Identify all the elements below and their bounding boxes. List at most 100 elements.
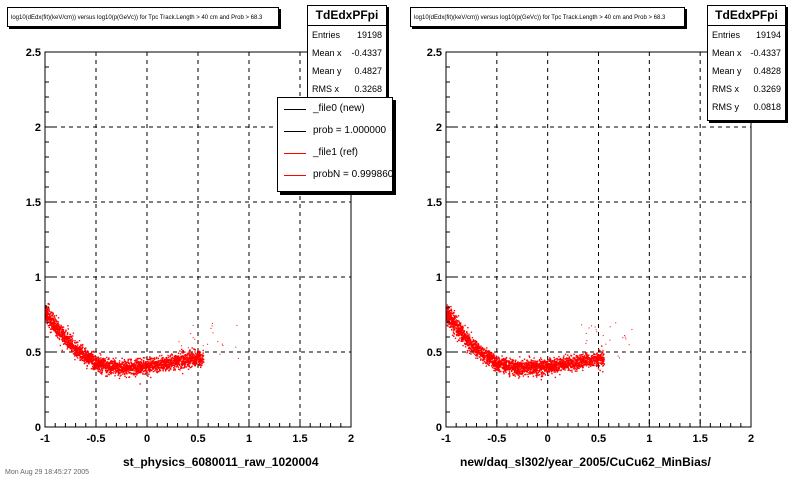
scatter-point <box>496 368 498 370</box>
scatter-point <box>92 363 95 366</box>
scatter-point <box>495 357 497 360</box>
scatter-point <box>166 364 169 366</box>
scatter-point <box>67 342 69 344</box>
scatter-point <box>597 358 599 360</box>
scatter-point <box>574 363 577 365</box>
scatter-point <box>533 371 535 373</box>
scatter-point <box>94 363 96 365</box>
scatter-point <box>532 368 535 370</box>
scatter-point <box>586 353 588 356</box>
scatter-point <box>503 373 505 375</box>
scatter-point <box>450 308 452 310</box>
scatter-point <box>455 321 458 323</box>
scatter-point <box>182 360 184 362</box>
scatter-point <box>566 365 568 367</box>
scatter-point <box>460 329 462 332</box>
scatter-point <box>529 361 531 363</box>
scatter-point <box>575 368 577 370</box>
scatter-point <box>126 365 129 368</box>
scatter-point <box>76 352 78 354</box>
scatter-point <box>174 369 177 371</box>
scatter-point <box>484 350 487 352</box>
scatter-point <box>150 362 153 364</box>
scatter-point <box>602 350 604 352</box>
scatter-point <box>464 336 466 338</box>
scatter-point <box>562 367 564 369</box>
scatter-point <box>163 359 166 361</box>
scatter-point <box>577 357 579 359</box>
scatter-point <box>54 327 56 329</box>
scatter-point <box>512 367 515 370</box>
scatter-point <box>137 371 139 374</box>
scatter-point <box>497 368 499 370</box>
scatter-point <box>149 361 151 363</box>
scatter-point <box>461 328 463 330</box>
scatter-point <box>190 333 192 335</box>
scatter-point <box>527 360 529 362</box>
scatter-point <box>113 362 115 365</box>
scatter-point <box>500 360 503 362</box>
scatter-point <box>176 358 179 361</box>
scatter-point <box>118 371 120 373</box>
scatter-point <box>46 316 49 319</box>
scatter-point <box>103 360 105 363</box>
scatter-point <box>164 363 166 365</box>
scatter-point <box>71 343 73 346</box>
scatter-point <box>587 358 589 360</box>
scatter-point <box>513 365 515 367</box>
scatter-point <box>132 369 134 371</box>
scatter-point <box>174 359 177 361</box>
scatter-point <box>79 351 81 354</box>
scatter-point <box>146 370 148 372</box>
scatter-point <box>113 368 115 371</box>
scatter-point <box>66 343 69 345</box>
scatter-point <box>579 366 581 368</box>
scatter-point <box>162 370 164 372</box>
scatter-point <box>479 354 482 357</box>
scatter-point <box>50 328 53 330</box>
scatter-point <box>582 367 584 369</box>
scatter-point <box>79 359 82 361</box>
scatter-point <box>152 359 154 362</box>
scatter-point <box>160 365 163 368</box>
scatter-point <box>87 358 90 360</box>
scatter-point <box>183 360 185 363</box>
scatter-point <box>523 370 525 372</box>
scatter-point <box>459 325 461 327</box>
scatter-point <box>133 365 135 367</box>
scatter-point <box>62 326 65 328</box>
scatter-point <box>519 370 521 372</box>
scatter-point <box>156 370 158 373</box>
scatter-point <box>112 367 114 370</box>
scatter-point <box>536 373 538 376</box>
scatter-point <box>453 319 455 322</box>
scatter-point <box>69 335 71 338</box>
scatter-point <box>153 365 155 368</box>
scatter-point <box>55 328 57 330</box>
scatter-point <box>107 368 110 370</box>
scatter-point <box>450 315 453 317</box>
scatter-point <box>161 366 163 369</box>
scatter-point <box>201 355 204 358</box>
y-tick-label: 1.5 <box>26 197 41 209</box>
scatter-point <box>183 362 186 364</box>
scatter-point <box>46 308 48 311</box>
scatter-point <box>168 366 171 368</box>
scatter-point <box>195 358 197 361</box>
scatter-point <box>195 357 197 359</box>
scatter-point <box>83 351 85 353</box>
scatter-point <box>66 345 69 347</box>
scatter-point <box>74 341 76 344</box>
scatter-point <box>80 345 82 347</box>
scatter-point <box>486 363 489 365</box>
scatter-point <box>556 369 559 372</box>
scatter-point <box>46 322 48 325</box>
scatter-point <box>125 362 127 365</box>
scatter-point <box>191 355 193 357</box>
scatter-point <box>140 362 143 364</box>
scatter-point <box>571 361 573 363</box>
scatter-point <box>508 363 510 365</box>
scatter-point <box>52 320 55 322</box>
scatter-point <box>498 358 501 360</box>
scatter-point <box>159 369 161 371</box>
